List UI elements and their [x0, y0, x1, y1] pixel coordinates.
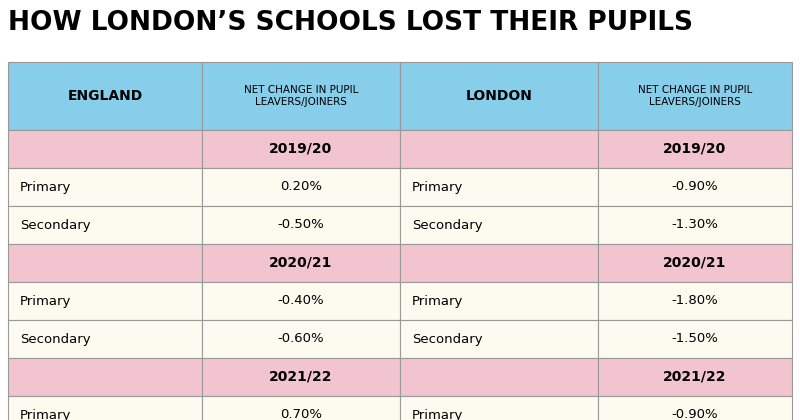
Text: -1.50%: -1.50%: [671, 333, 718, 346]
Bar: [598, 168, 792, 206]
Text: HOW LONDON’S SCHOOLS LOST THEIR PUPILS: HOW LONDON’S SCHOOLS LOST THEIR PUPILS: [8, 10, 693, 36]
Bar: [400, 396, 598, 420]
Text: Secondary: Secondary: [412, 218, 482, 231]
Bar: [8, 396, 202, 420]
Bar: [8, 168, 202, 206]
Bar: [400, 130, 598, 168]
Text: Secondary: Secondary: [20, 218, 90, 231]
Text: Primary: Primary: [412, 409, 463, 420]
Bar: [598, 130, 792, 168]
Text: 2020/21: 2020/21: [270, 256, 333, 270]
Text: Primary: Primary: [20, 181, 71, 194]
Bar: [202, 244, 400, 282]
Bar: [8, 206, 202, 244]
Bar: [598, 358, 792, 396]
Bar: [8, 320, 202, 358]
Text: Primary: Primary: [20, 409, 71, 420]
Bar: [8, 130, 202, 168]
Bar: [202, 320, 400, 358]
Bar: [400, 282, 598, 320]
Bar: [8, 358, 202, 396]
Bar: [400, 358, 598, 396]
Bar: [202, 282, 400, 320]
Text: -0.50%: -0.50%: [278, 218, 324, 231]
Bar: [598, 396, 792, 420]
Bar: [598, 320, 792, 358]
Bar: [400, 320, 598, 358]
Bar: [202, 396, 400, 420]
Text: 0.70%: 0.70%: [280, 409, 322, 420]
Text: 2021/22: 2021/22: [270, 370, 333, 384]
Text: -0.90%: -0.90%: [672, 181, 718, 194]
Bar: [8, 62, 202, 130]
Bar: [598, 282, 792, 320]
Bar: [598, 244, 792, 282]
Text: NET CHANGE IN PUPIL
LEAVERS/JOINERS: NET CHANGE IN PUPIL LEAVERS/JOINERS: [244, 85, 358, 107]
Text: LONDON: LONDON: [466, 89, 533, 103]
Text: 0.20%: 0.20%: [280, 181, 322, 194]
Text: 2019/20: 2019/20: [270, 142, 333, 156]
Text: -0.60%: -0.60%: [278, 333, 324, 346]
Text: Secondary: Secondary: [412, 333, 482, 346]
Bar: [202, 358, 400, 396]
Bar: [400, 244, 598, 282]
Bar: [598, 62, 792, 130]
Text: ENGLAND: ENGLAND: [67, 89, 142, 103]
Text: Primary: Primary: [412, 294, 463, 307]
Text: 2021/22: 2021/22: [663, 370, 726, 384]
Text: Primary: Primary: [20, 294, 71, 307]
Bar: [400, 206, 598, 244]
Text: -0.40%: -0.40%: [278, 294, 324, 307]
Text: NET CHANGE IN PUPIL
LEAVERS/JOINERS: NET CHANGE IN PUPIL LEAVERS/JOINERS: [638, 85, 752, 107]
Text: -1.80%: -1.80%: [672, 294, 718, 307]
Text: Secondary: Secondary: [20, 333, 90, 346]
Text: Primary: Primary: [412, 181, 463, 194]
Text: -1.30%: -1.30%: [671, 218, 718, 231]
Bar: [400, 62, 598, 130]
Bar: [8, 282, 202, 320]
Text: 2020/21: 2020/21: [663, 256, 726, 270]
Text: -0.90%: -0.90%: [672, 409, 718, 420]
Text: 2019/20: 2019/20: [663, 142, 726, 156]
Bar: [202, 168, 400, 206]
Bar: [8, 244, 202, 282]
Bar: [598, 206, 792, 244]
Bar: [202, 62, 400, 130]
Bar: [202, 206, 400, 244]
Bar: [400, 168, 598, 206]
Bar: [202, 130, 400, 168]
